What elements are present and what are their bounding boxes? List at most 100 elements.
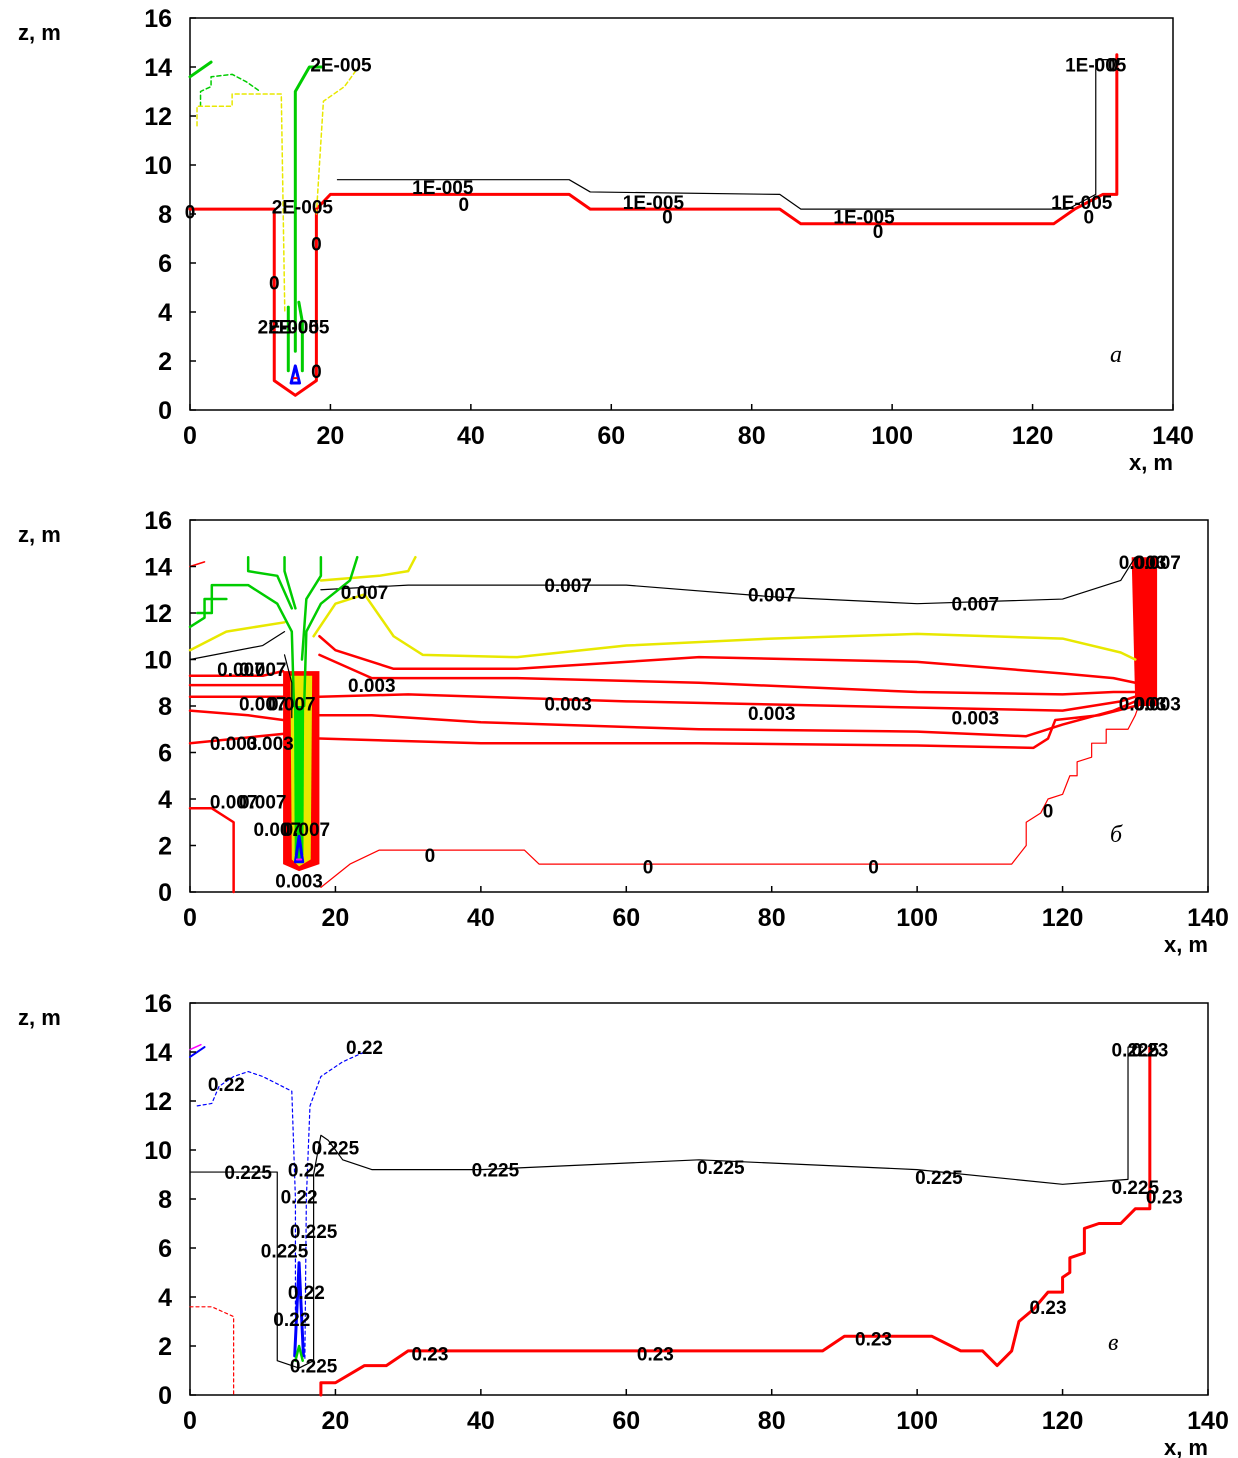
contour-label: 0.007 (748, 585, 796, 606)
x-tick-label: 20 (317, 422, 345, 450)
contour-line (188, 597, 228, 629)
contour-layer (189, 1043, 1152, 1397)
contour-label: 0 (311, 234, 322, 255)
x-tick-label: 140 (1187, 1407, 1229, 1435)
contour-line (319, 1045, 1152, 1397)
panel-letter: в (1108, 1330, 1118, 1356)
contour-line (188, 669, 285, 678)
x-tick-labels: 0 20 40 60 80 100 120 140 (183, 404, 1194, 450)
contour-line (196, 1070, 297, 1359)
contour-label: 0.003 (246, 734, 294, 755)
contour-label: 0.003 (1119, 695, 1167, 716)
panel-letter: б (1110, 822, 1123, 848)
y-tick-label: 14 (144, 54, 172, 82)
y-tick-label: 2 (158, 833, 172, 861)
y-axis-label: z, m (18, 20, 61, 45)
contour-line (293, 834, 305, 864)
contour-line (318, 693, 1137, 712)
contour-label: 0.003 (1119, 553, 1167, 574)
contour-label: 1E-005 (833, 207, 895, 228)
contour-label: 0 (1108, 56, 1119, 77)
y-tick-label: 0 (158, 879, 172, 907)
contour-label: 0.225 (915, 1168, 963, 1189)
contour-label: 0 (269, 274, 280, 295)
contour-label: 0.225 (1112, 1041, 1160, 1062)
contour-line (297, 300, 304, 373)
contour-line (188, 53, 1119, 397)
contour-label: 0.22 (346, 1038, 383, 1059)
contour-label: 0.007 (210, 792, 258, 813)
x-tick-label: 120 (1042, 1407, 1084, 1435)
contour-label: 0.007 (283, 820, 331, 841)
x-tick-label: 100 (896, 904, 938, 932)
contour-label: 1E-005 (412, 178, 474, 199)
contour-label: 0.22 (288, 1161, 325, 1182)
contour-line (199, 73, 261, 107)
contour-line (189, 1046, 1144, 1369)
x-tick-label: 100 (896, 1407, 938, 1435)
x-tick-label: 40 (467, 904, 495, 932)
contour-line (189, 1046, 206, 1058)
contour-label: 0.007 (239, 792, 287, 813)
contour-line (302, 555, 359, 708)
contour-label: 0.225 (312, 1139, 360, 1160)
contour-label: 0.007 (544, 576, 592, 597)
x-tick-label: 140 (1187, 904, 1229, 932)
x-tick-label: 0 (183, 904, 197, 932)
contour-line (188, 621, 286, 652)
contour-label: 0.007 (239, 695, 287, 716)
contour-label: 0 (873, 222, 884, 243)
x-tick-label: 20 (322, 1407, 350, 1435)
y-tick-label: 14 (144, 554, 172, 582)
contour-label: 0.225 (290, 1357, 338, 1378)
contour-label: 0 (1043, 802, 1054, 823)
fill-layer (283, 557, 1158, 872)
contour-line (196, 93, 286, 313)
contour-label: 0.23 (637, 1344, 674, 1365)
x-tick-label: 40 (457, 422, 485, 450)
contour-label: 1E-005 (1065, 56, 1127, 77)
contour-label: 0.225 (290, 1222, 338, 1243)
contour-label: 0.003 (1133, 695, 1181, 716)
y-tick-label: 6 (158, 250, 172, 278)
contour-label: 0 (311, 362, 322, 383)
plot-area (189, 1002, 1209, 1396)
contour-label: 0.003 (952, 709, 1000, 730)
x-tick-label: 20 (322, 904, 350, 932)
contour-line (318, 704, 1137, 750)
contour-line (283, 654, 293, 719)
x-axis-label: x, m (1164, 1435, 1208, 1458)
y-tick-label: 4 (158, 299, 172, 327)
contour-label: 2E-005 (272, 198, 334, 219)
contour-label: 0.003 (544, 695, 592, 716)
contour-line (320, 693, 1144, 888)
contour-line (189, 1306, 235, 1396)
x-tick-label: 80 (758, 904, 786, 932)
contour-label: 0.007 (217, 660, 265, 681)
x-tick-label: 60 (612, 904, 640, 932)
contour-label: 0.22 (208, 1075, 245, 1096)
contour-label: 0 (662, 207, 673, 228)
y-tick-label: 6 (158, 1235, 172, 1263)
contour-label: 0.003 (275, 871, 323, 892)
contour-label: 0.23 (855, 1330, 892, 1351)
contour-line (196, 583, 296, 708)
contour-label: 0.007 (268, 695, 316, 716)
contour-label: 0.23 (1146, 1188, 1183, 1209)
contour-line (189, 561, 206, 568)
contour-line (318, 653, 1137, 696)
contour-label: 0.22 (288, 1283, 325, 1304)
panel-letter: а (1110, 342, 1122, 368)
y-tick-label: 4 (158, 786, 172, 814)
y-axis-label: z, m (18, 522, 61, 547)
y-tick-label: 2 (158, 348, 172, 376)
x-tick-labels: 0 20 40 60 80 100 120 140 (183, 1389, 1229, 1435)
contour-line (189, 631, 286, 661)
contour-label: 0.225 (261, 1241, 309, 1262)
contour-line (189, 1043, 202, 1051)
contour-label: 0.003 (348, 676, 396, 697)
x-tick-label: 80 (758, 1407, 786, 1435)
